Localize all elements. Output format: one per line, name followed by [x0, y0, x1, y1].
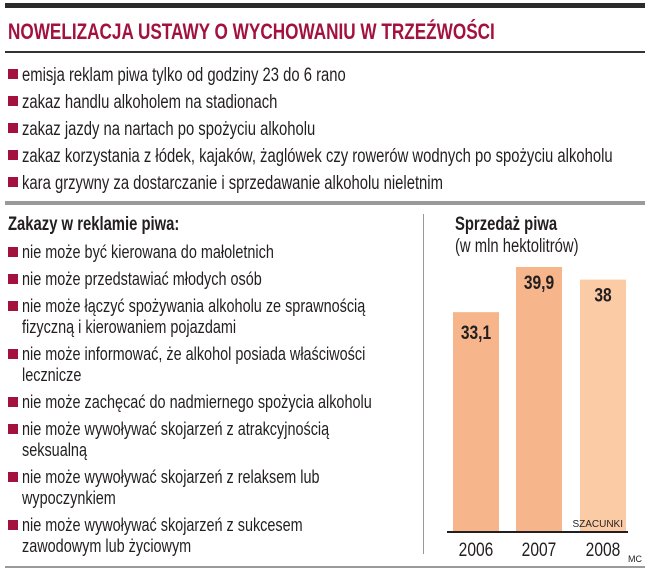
ad-ban-text: nie może wywoływać skojarzeń z sukcesem — [22, 514, 303, 535]
ad-ban-text: nie może łączyć spożywania alkoholu ze s… — [22, 295, 366, 316]
x-tick-label: 2007 — [522, 539, 557, 561]
chart-subtitle: (w mln hektolitrów) — [455, 236, 613, 258]
ad-bans-heading: Zakazy w reklamie piwa: — [8, 214, 228, 236]
change-text: zakaz jazdy na nartach po spożyciu alkoh… — [22, 119, 316, 140]
bullet-icon — [8, 397, 18, 407]
chart-subtitle-text: (w mln hektolitrów) — [455, 236, 579, 257]
change-item: zakaz korzystania z łódek, kajaków, żagl… — [8, 143, 648, 170]
ad-ban-item: nie może wywoływać skojarzeń z atrakcyjn… — [8, 418, 428, 460]
title-divider — [5, 51, 645, 53]
bar-value-label: 39,9 — [524, 272, 555, 294]
bar-value-label: 33,1 — [461, 322, 492, 344]
bullet-icon — [8, 424, 18, 434]
change-item: zakaz jazdy na nartach po spożyciu alkoh… — [8, 116, 648, 143]
ad-ban-text: nie może przedstawiać młodych osób — [22, 268, 262, 289]
bullet-icon — [8, 301, 18, 311]
bullet-icon — [8, 176, 18, 187]
change-item: emisja reklam piwa tylko od godziny 23 d… — [8, 62, 648, 89]
bullet-icon — [8, 349, 18, 359]
column-divider — [423, 214, 424, 554]
change-text: emisja reklam piwa tylko od godziny 23 d… — [22, 65, 346, 86]
change-text: zakaz handlu alkoholem na stadionach — [22, 92, 278, 113]
changes-list: emisja reklam piwa tylko od godziny 23 d… — [8, 62, 648, 197]
ad-ban-item: nie może łączyć spożywania alkoholu ze s… — [8, 295, 428, 337]
ad-ban-item: nie może zachęcać do nadmiernego spożyci… — [8, 391, 428, 412]
estimate-note: SZACUNKI — [572, 519, 623, 530]
page-title: NOWELIZACJA USTAWY O WYCHOWANIU W TRZEŹW… — [8, 19, 495, 44]
ad-ban-item: nie może informować, że alkohol posiada … — [8, 343, 428, 385]
ad-ban-text: wypoczynkiem — [22, 487, 116, 508]
top-rule — [5, 3, 645, 8]
bullet-icon — [8, 68, 18, 79]
ad-ban-text: zawodowym lub życiowym — [22, 535, 192, 556]
ad-ban-item: nie może przedstawiać młodych osób — [8, 268, 428, 289]
ad-ban-text: nie może być kierowana do małoletnich — [22, 241, 274, 262]
section-divider — [5, 201, 645, 205]
bullet-icon — [8, 247, 18, 257]
bullet-icon — [8, 95, 18, 106]
ad-ban-text: fizyczną i kierowaniem pojazdami — [22, 316, 237, 337]
bullet-icon — [8, 472, 18, 482]
ad-ban-text: nie może wywoływać skojarzeń z relaksem … — [22, 466, 320, 487]
x-tick-label: 2008 — [586, 539, 621, 561]
ad-ban-item: nie może wywoływać skojarzeń z relaksem … — [8, 466, 428, 508]
bar-2006 — [453, 312, 499, 532]
change-item: kara grzywny za dostarczanie i sprzedawa… — [8, 170, 648, 197]
ad-bans-heading-text: Zakazy w reklamie piwa: — [8, 214, 180, 235]
bar-value-label: 38 — [594, 284, 612, 306]
x-tick-label: 2006 — [459, 539, 494, 561]
bar-2007 — [516, 267, 562, 532]
chart-title: Sprzedaż piwa — [455, 214, 586, 236]
bottom-rule — [5, 566, 645, 568]
chart-title-text: Sprzedaż piwa — [455, 214, 558, 235]
bullet-icon — [8, 122, 18, 133]
bar-2008 — [580, 279, 626, 532]
ad-ban-text: nie może wywoływać skojarzeń z atrakcyjn… — [22, 418, 330, 439]
ad-ban-item: nie może być kierowana do małoletnich — [8, 241, 428, 262]
ad-ban-text: nie może zachęcać do nadmiernego spożyci… — [22, 391, 372, 412]
change-item: zakaz handlu alkoholem na stadionach — [8, 89, 648, 116]
bullet-icon — [8, 520, 18, 530]
ad-ban-text: seksualną — [22, 439, 87, 460]
ad-ban-text: lecznicze — [22, 364, 82, 385]
bullet-icon — [8, 274, 18, 284]
change-text: kara grzywny za dostarczanie i sprzedawa… — [22, 173, 443, 194]
ad-bans-list: nie może być kierowana do małoletnich nie… — [8, 241, 428, 562]
change-text: zakaz korzystania z łódek, kajaków, żagl… — [22, 146, 613, 167]
bullet-icon — [8, 149, 18, 160]
ad-ban-item: nie może wywoływać skojarzeń z sukcesem z… — [8, 514, 428, 556]
ad-ban-text: nie może informować, że alkohol posiada … — [22, 343, 366, 364]
credit-label: MC — [628, 554, 642, 564]
